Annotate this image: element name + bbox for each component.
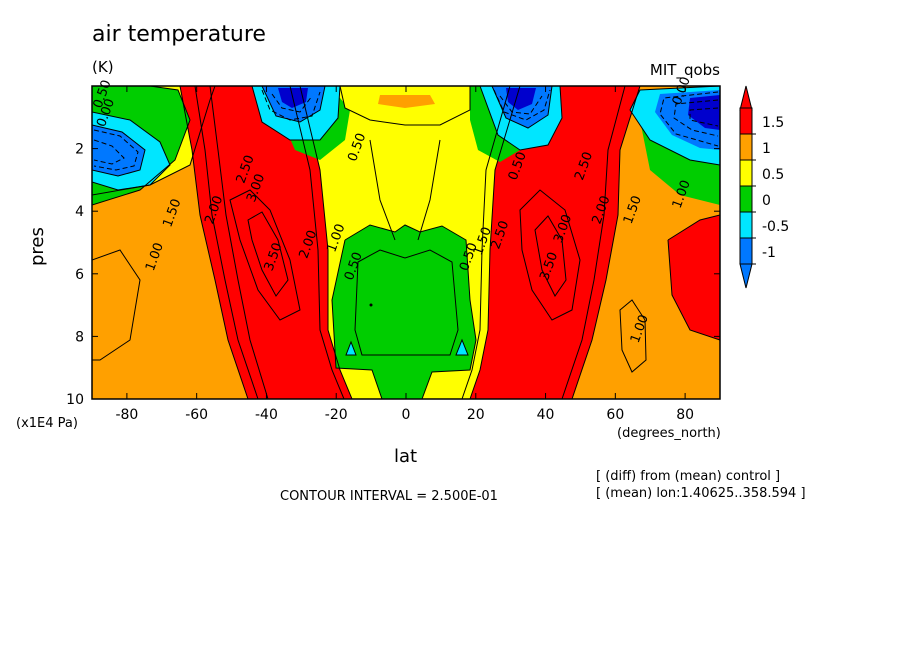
x-tick-marks: [126, 86, 686, 399]
colorbar-label: 1: [762, 141, 771, 157]
x-axis-units: (degrees_north): [617, 426, 721, 441]
x-tick-label: -60: [185, 407, 208, 423]
x-tick-label: -20: [325, 407, 348, 423]
y-tick-label: 4: [75, 204, 84, 220]
x-tick-label: 20: [467, 407, 485, 423]
units-label: (K): [92, 58, 114, 76]
x-tick-label: 60: [606, 407, 624, 423]
x-tick-labels: -80 -60 -40 -20 0 20 40 60 80: [115, 407, 694, 423]
y-axis-label: pres: [27, 227, 48, 266]
y-tick-label: 10: [66, 392, 84, 408]
colorbar-label: 1.5: [762, 115, 784, 131]
x-tick-label: 80: [676, 407, 694, 423]
contour-interval: CONTOUR INTERVAL = 2.500E-01: [280, 489, 498, 504]
y-axis-units: (x1E4 Pa): [16, 416, 78, 431]
x-axis-label: lat: [394, 446, 418, 467]
x-tick-label: 40: [537, 407, 555, 423]
note-diff: [ (diff) from (mean) control ]: [596, 469, 781, 484]
y-tick-marks: [92, 148, 720, 400]
colorbar-swatch: [739, 211, 753, 239]
x-tick-label: 0: [402, 407, 411, 423]
colorbar-top-arrow: [739, 85, 753, 111]
y-tick-labels: 2 4 6 8 10: [66, 142, 84, 408]
colorbar-swatch: [739, 237, 753, 265]
colorbar-label: -1: [762, 245, 776, 261]
colorbar-swatch: [739, 133, 753, 161]
colorbar-label: -0.5: [762, 219, 789, 235]
y-tick-label: 2: [75, 142, 84, 158]
dataset-label: MIT_qobs: [649, 61, 720, 79]
x-tick-label: -40: [255, 407, 278, 423]
chart-title: air temperature: [92, 22, 266, 47]
colorbar-swatch: [739, 159, 753, 187]
colorbar-bottom-arrow: [739, 263, 753, 289]
x-tick-label: -80: [115, 407, 138, 423]
contour-field: [92, 86, 720, 399]
colorbar-label: 0: [762, 193, 771, 209]
colorbar: 1.5 1 0.5 0 -0.5 -1: [739, 85, 789, 289]
y-tick-label: 6: [75, 267, 84, 283]
note-mean: [ (mean) lon:1.40625..358.594 ]: [596, 486, 806, 501]
y-tick-label: 8: [75, 329, 84, 345]
colorbar-swatch: [739, 107, 753, 135]
colorbar-swatch: [739, 185, 753, 213]
colorbar-label: 0.5: [762, 167, 784, 183]
